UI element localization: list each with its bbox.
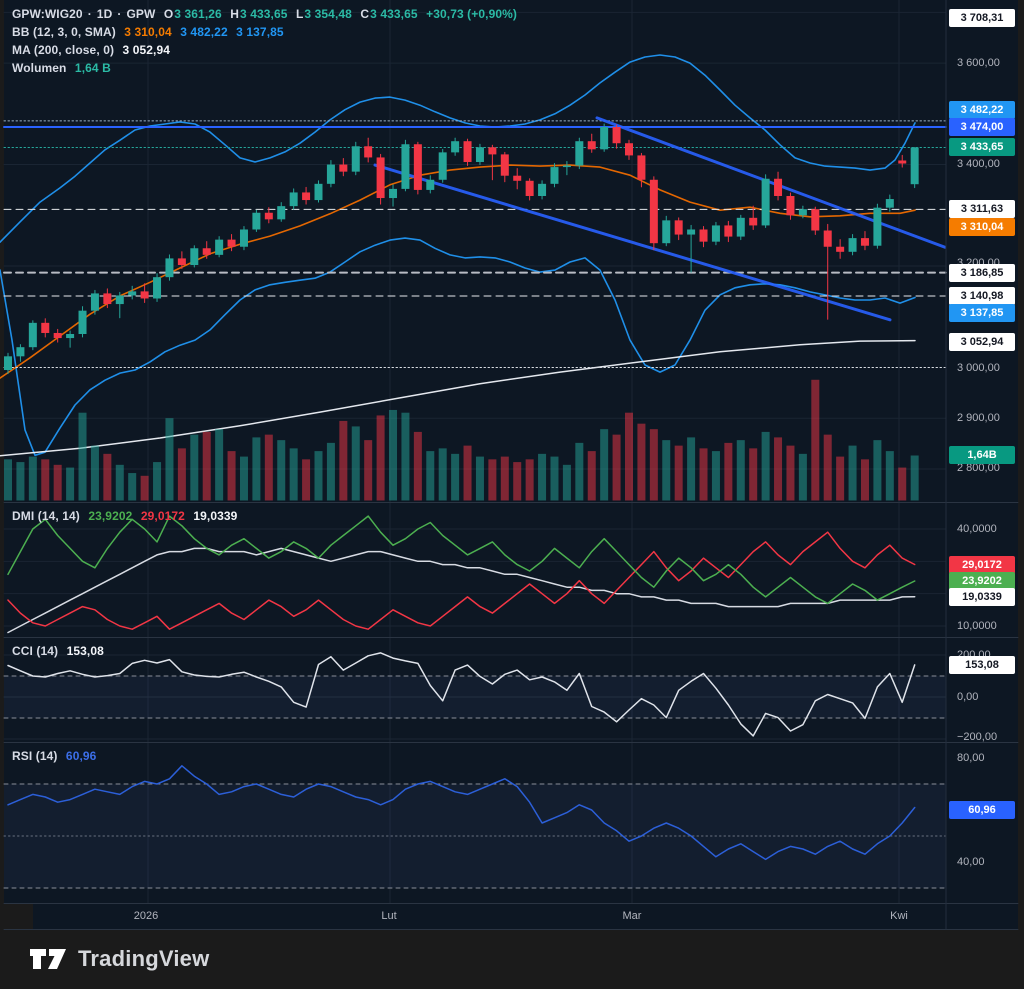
tradingview-logo[interactable]: TradingView <box>28 944 209 974</box>
price-label: −200,00 <box>957 731 998 743</box>
price-badge: 3 482,22 <box>949 101 1015 119</box>
low-value: 3 354,48 <box>304 7 352 21</box>
price-badge: 3 310,04 <box>949 218 1015 236</box>
high-value: 3 433,65 <box>240 7 288 21</box>
price-badge: 29,0172 <box>949 556 1015 574</box>
price-badge: 153,08 <box>949 656 1015 674</box>
close-value: 3 433,65 <box>370 7 418 21</box>
separator-dot: · <box>87 7 92 21</box>
dmi-minus-value: 29,0172 <box>140 509 185 523</box>
separator-dot: · <box>117 7 122 21</box>
price-label: 2 800,00 <box>957 462 1000 474</box>
volume-label: Wolumen <box>12 61 67 75</box>
cci-legend[interactable]: CCI (14) 153,08 <box>12 644 109 658</box>
chart-canvas[interactable] <box>0 0 1024 930</box>
tradingview-brand-text: TradingView <box>78 946 210 971</box>
price-badge: 3 433,65 <box>949 138 1015 156</box>
tradingview-logo-icon <box>30 949 66 969</box>
price-badge: 3 708,31 <box>949 9 1015 27</box>
bb-label: BB (12, 3, 0, SMA) <box>12 25 116 39</box>
price-badge: 3 137,85 <box>949 304 1015 322</box>
price-label: 2 900,00 <box>957 412 1000 424</box>
dmi-adx-value: 19,0339 <box>193 509 238 523</box>
time-label: Mar <box>622 910 642 922</box>
price-badge: 3 140,98 <box>949 287 1015 305</box>
rsi-label: RSI (14) <box>12 749 58 763</box>
price-badge: 3 052,94 <box>949 333 1015 351</box>
symbol-name[interactable]: GPW:WIG20 <box>12 7 83 21</box>
bb-legend[interactable]: BB (12, 3, 0, SMA) 3 310,04 3 482,22 3 1… <box>12 25 289 39</box>
price-badge: 3 311,63 <box>949 200 1015 218</box>
ma-value: 3 052,94 <box>122 43 171 57</box>
dmi-plus-value: 23,9202 <box>88 509 133 523</box>
price-label: 0,00 <box>957 691 979 703</box>
ma-label: MA (200, close, 0) <box>12 43 115 57</box>
price-label: 80,00 <box>957 752 985 764</box>
price-badge: 3 186,85 <box>949 264 1015 282</box>
low-label: L <box>295 7 304 21</box>
price-label: 10,0000 <box>957 620 997 632</box>
price-label: 3 400,00 <box>957 158 1000 170</box>
ma-legend[interactable]: MA (200, close, 0) 3 052,94 <box>12 43 175 57</box>
high-label: H <box>230 7 240 21</box>
bb-lower-value: 3 137,85 <box>236 25 284 39</box>
price-badge: 3 474,00 <box>949 118 1015 136</box>
price-label: 3 000,00 <box>957 362 1000 374</box>
price-badge: 19,0339 <box>949 588 1015 606</box>
time-label: Kwi <box>890 910 908 922</box>
rsi-value: 60,96 <box>65 749 97 763</box>
timeframe[interactable]: 1D <box>96 7 113 21</box>
dmi-label: DMI (14, 14) <box>12 509 80 523</box>
volume-value: 1,64 B <box>74 61 111 75</box>
bb-basis-value: 3 310,04 <box>124 25 172 39</box>
price-badge: 1,64B <box>949 446 1015 464</box>
cci-label: CCI (14) <box>12 644 59 658</box>
open-value: 3 361,26 <box>174 7 222 21</box>
price-label: 40,00 <box>957 856 985 868</box>
cci-value: 153,08 <box>66 644 104 658</box>
price-badge: 23,9202 <box>949 572 1015 590</box>
volume-legend[interactable]: Wolumen 1,64 B <box>12 61 116 75</box>
exchange: GPW <box>126 7 156 21</box>
dmi-legend[interactable]: DMI (14, 14) 23,9202 29,0172 19,0339 <box>12 509 242 523</box>
price-label: 3 600,00 <box>957 57 1000 69</box>
price-label: 40,0000 <box>957 523 997 535</box>
change-value: +30,73 (+0,90%) <box>426 7 518 21</box>
main-legend: GPW:WIG20 · 1D · GPW O3 361,26 H3 433,65 L3 … <box>12 7 522 21</box>
time-label: Lut <box>381 910 397 922</box>
time-label: 2026 <box>133 910 159 922</box>
open-label: O <box>163 7 174 21</box>
rsi-legend[interactable]: RSI (14) 60,96 <box>12 749 101 763</box>
bb-upper-value: 3 482,22 <box>180 25 228 39</box>
close-label: C <box>360 7 370 21</box>
price-badge: 60,96 <box>949 801 1015 819</box>
